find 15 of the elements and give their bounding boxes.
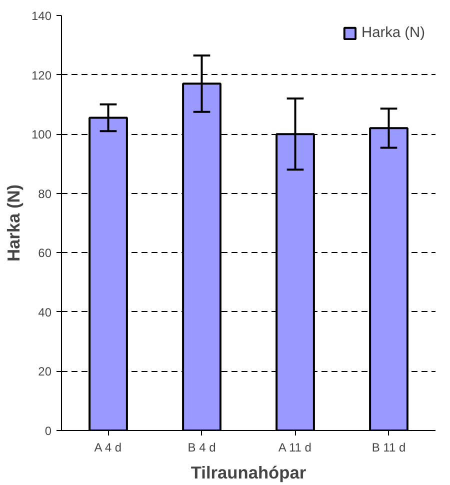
- x-tick-label: B 11 d: [372, 440, 406, 454]
- y-tick-label: 60: [38, 246, 52, 260]
- y-tick-label: 120: [31, 68, 52, 82]
- y-tick-label: 0: [44, 424, 52, 438]
- y-tick-label: 80: [38, 186, 52, 201]
- y-tick-label: 100: [31, 128, 52, 142]
- x-tick-label: A 4 d: [94, 440, 122, 454]
- y-tick-label: 140: [31, 9, 52, 23]
- y-axis-title: Harka (N): [3, 184, 24, 262]
- x-tick-label: B 4 d: [188, 440, 216, 454]
- x-axis-title: Tilraunahópar: [190, 462, 306, 482]
- x-tick-label: A 11 d: [278, 440, 312, 454]
- y-tick-label: 40: [38, 305, 52, 320]
- legend-label: Harka (N): [361, 25, 425, 41]
- y-tick-label: 20: [38, 364, 52, 379]
